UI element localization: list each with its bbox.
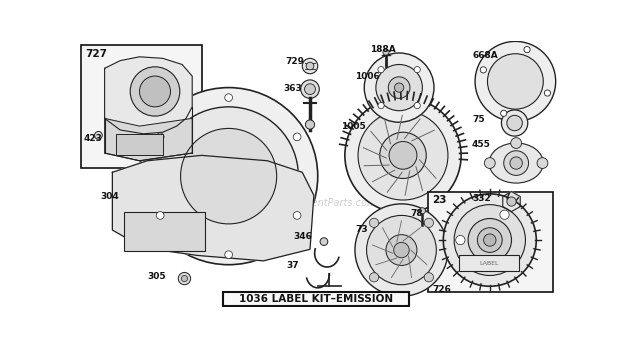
Circle shape <box>477 228 502 253</box>
Text: eReplacementParts.com: eReplacementParts.com <box>258 198 378 208</box>
Bar <box>117 134 162 155</box>
Circle shape <box>379 132 427 178</box>
Circle shape <box>181 275 187 282</box>
Text: 363: 363 <box>283 84 301 93</box>
Circle shape <box>304 84 316 95</box>
Circle shape <box>480 67 487 73</box>
Circle shape <box>500 261 509 270</box>
Bar <box>81 45 202 168</box>
Circle shape <box>475 41 556 121</box>
Text: 668A: 668A <box>472 51 498 60</box>
Text: 73: 73 <box>355 225 368 234</box>
Circle shape <box>156 133 164 141</box>
Polygon shape <box>105 118 192 161</box>
Bar <box>428 191 554 292</box>
Circle shape <box>386 235 417 265</box>
Bar <box>124 212 205 251</box>
Circle shape <box>454 205 526 275</box>
Circle shape <box>507 197 516 206</box>
Circle shape <box>320 238 328 245</box>
Circle shape <box>303 58 317 74</box>
Circle shape <box>484 158 495 168</box>
Text: 304: 304 <box>100 191 120 200</box>
Bar <box>223 293 409 306</box>
Circle shape <box>370 218 379 227</box>
Text: 332: 332 <box>472 194 492 203</box>
Circle shape <box>502 110 528 136</box>
Circle shape <box>388 77 410 98</box>
Ellipse shape <box>489 143 543 183</box>
Circle shape <box>224 251 232 258</box>
Circle shape <box>130 67 180 116</box>
Circle shape <box>180 128 277 224</box>
Circle shape <box>358 111 448 200</box>
Circle shape <box>224 94 232 101</box>
Circle shape <box>140 76 170 107</box>
Circle shape <box>383 49 389 55</box>
Circle shape <box>419 208 425 214</box>
Circle shape <box>306 120 314 129</box>
Circle shape <box>94 131 102 139</box>
Text: 305: 305 <box>148 273 166 282</box>
Circle shape <box>424 273 433 282</box>
Text: 1006: 1006 <box>355 72 379 81</box>
Circle shape <box>443 194 536 286</box>
Circle shape <box>301 80 319 98</box>
Text: 1036 LABEL KIT–EMISSION: 1036 LABEL KIT–EMISSION <box>239 294 393 304</box>
Circle shape <box>389 141 417 169</box>
Text: 1005: 1005 <box>341 122 366 131</box>
Text: 23: 23 <box>432 195 446 205</box>
Circle shape <box>140 88 317 265</box>
Circle shape <box>293 211 301 219</box>
Circle shape <box>394 83 404 92</box>
Circle shape <box>544 90 551 96</box>
Circle shape <box>370 273 379 282</box>
Text: 729: 729 <box>285 57 304 66</box>
Circle shape <box>376 65 422 111</box>
Circle shape <box>179 273 190 285</box>
Circle shape <box>487 54 543 109</box>
Circle shape <box>306 62 314 70</box>
Circle shape <box>424 218 433 227</box>
Circle shape <box>156 211 164 219</box>
Circle shape <box>394 243 409 258</box>
Text: 455: 455 <box>471 140 490 149</box>
Text: 727: 727 <box>86 49 107 59</box>
Circle shape <box>378 67 384 73</box>
Bar <box>459 255 520 271</box>
Text: 78: 78 <box>410 209 423 218</box>
Text: 188A: 188A <box>371 45 396 54</box>
Circle shape <box>511 138 521 148</box>
Circle shape <box>365 53 434 122</box>
Circle shape <box>414 102 420 109</box>
Circle shape <box>345 98 461 213</box>
Circle shape <box>510 157 523 169</box>
Circle shape <box>355 204 448 296</box>
Circle shape <box>537 158 548 168</box>
Circle shape <box>414 67 420 73</box>
Text: LABEL: LABEL <box>479 261 498 266</box>
Circle shape <box>500 210 509 219</box>
Circle shape <box>524 47 530 53</box>
Text: 726: 726 <box>433 286 451 295</box>
Polygon shape <box>105 57 192 134</box>
Circle shape <box>293 133 301 141</box>
Circle shape <box>159 107 298 245</box>
Text: 37: 37 <box>286 261 299 270</box>
Text: 346: 346 <box>293 233 312 241</box>
Circle shape <box>484 234 496 246</box>
Text: 75: 75 <box>472 115 485 124</box>
Circle shape <box>378 102 384 109</box>
Circle shape <box>500 110 507 116</box>
Circle shape <box>468 218 512 262</box>
Circle shape <box>504 151 529 175</box>
Circle shape <box>366 215 436 285</box>
Polygon shape <box>503 191 520 211</box>
Text: 423: 423 <box>84 134 102 143</box>
Circle shape <box>456 235 465 245</box>
Circle shape <box>507 115 522 131</box>
Polygon shape <box>112 155 314 261</box>
